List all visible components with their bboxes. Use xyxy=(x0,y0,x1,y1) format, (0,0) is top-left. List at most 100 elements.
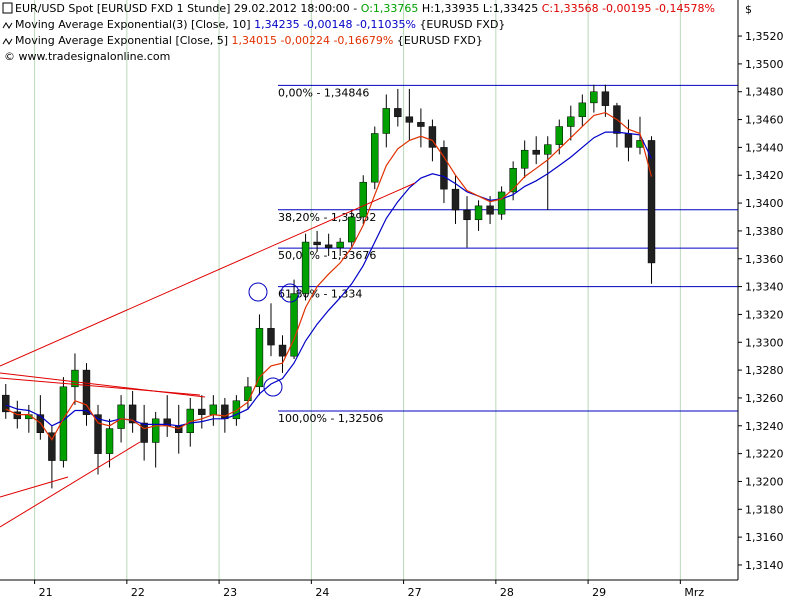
candle-body xyxy=(278,344,287,357)
y-tick-label: 1,3400 xyxy=(745,197,784,210)
y-tick-label: 1,3320 xyxy=(745,308,784,321)
circle-marker xyxy=(280,283,300,303)
candle-body xyxy=(394,108,402,118)
x-tick-label: 21 xyxy=(39,586,53,599)
candle-body xyxy=(371,133,379,183)
trend-line xyxy=(0,377,201,396)
y-tick-label: 1,3340 xyxy=(745,281,784,294)
candle-body xyxy=(82,369,91,415)
y-tick-label: 1,3480 xyxy=(745,86,784,99)
candle-body xyxy=(255,328,264,388)
legend-name: Moving Average Exponential [Close, 5] xyxy=(15,34,228,47)
candle-body xyxy=(221,404,229,420)
candle-body xyxy=(451,188,460,211)
y-tick-label: 1,3260 xyxy=(745,392,784,405)
x-tick-label: 24 xyxy=(315,586,329,599)
candle-body xyxy=(359,181,367,218)
legend-source: {EURUSD FXD} xyxy=(419,18,505,31)
ema-line xyxy=(5,111,653,441)
copyright: © www.tradesignalonline.com xyxy=(4,50,170,63)
fib-label: 0,00% - 1,34846 xyxy=(278,86,369,99)
candle-body xyxy=(624,133,633,148)
candle-body xyxy=(71,369,79,388)
y-tick-label: 1,3440 xyxy=(745,141,784,154)
candle-body xyxy=(198,408,206,415)
candle-body xyxy=(48,432,56,461)
candle-body xyxy=(347,216,356,243)
candle-body xyxy=(647,140,656,264)
currency: $ xyxy=(745,3,752,16)
candle-body xyxy=(417,122,425,127)
x-tick-label: Mrz xyxy=(684,586,704,599)
markers xyxy=(248,282,300,397)
y-tick-label: 1,3420 xyxy=(745,169,784,182)
candle-body xyxy=(636,140,644,148)
candle-body xyxy=(94,414,102,454)
candle-body xyxy=(140,422,148,443)
header-line: EUR/USD Spot [EURUSD FXD 1 Stunde] 29.02… xyxy=(15,2,715,15)
header-icon xyxy=(2,2,13,14)
y-tick-label: 1,3300 xyxy=(745,336,784,349)
legend-entry: Moving Average Exponential(3) [Close, 10… xyxy=(15,18,505,31)
legend-source: {EURUSD FXD} xyxy=(397,34,483,47)
series-icon xyxy=(2,38,13,45)
candle-body xyxy=(2,394,10,413)
candle-body xyxy=(59,386,68,461)
x-tick-label: 28 xyxy=(500,586,514,599)
fib-label: 50,00% - 1,33676 xyxy=(278,249,376,262)
candle-body xyxy=(463,209,471,221)
y-tick-label: 1,3160 xyxy=(745,531,784,544)
high-low-readout: H:1,33935 L:1,33425 xyxy=(422,2,538,15)
candle-body xyxy=(440,147,448,190)
candle-body xyxy=(301,241,310,294)
y-tick-label: 1,3500 xyxy=(745,58,784,71)
y-tick-label: 1,3180 xyxy=(745,503,784,516)
candle-body xyxy=(151,418,160,443)
candle-body xyxy=(601,91,610,106)
trend-line xyxy=(0,476,69,498)
candle-body xyxy=(509,168,517,193)
candle-body xyxy=(520,149,529,169)
x-tick-label: 27 xyxy=(408,586,422,599)
candle-body xyxy=(590,91,598,104)
candle-body xyxy=(532,149,540,155)
instrument: EUR/USD Spot [EURUSD FXD 1 Stunde] 29.02… xyxy=(15,2,357,15)
candle-body xyxy=(117,404,125,429)
candle-body xyxy=(474,205,483,221)
candle-body xyxy=(405,116,414,123)
candle-body xyxy=(13,411,22,420)
trend-line xyxy=(0,441,141,528)
x-tick-label: 29 xyxy=(592,586,606,599)
y-tick-label: 1,3380 xyxy=(745,225,784,238)
y-tick-label: 1,3240 xyxy=(745,420,784,433)
close-readout: C:1,33568 -0,00195 -0,14578% xyxy=(542,2,715,15)
candle-body xyxy=(105,428,114,454)
open-readout: O:1,33765 xyxy=(361,2,419,15)
candle-body xyxy=(382,108,391,134)
trend-lines xyxy=(0,182,416,528)
circle-marker xyxy=(248,282,268,302)
candle-body xyxy=(486,205,494,215)
candle-body xyxy=(128,404,137,424)
fib-label: 100,00% - 1,32506 xyxy=(278,412,383,425)
y-tick-label: 1,3460 xyxy=(745,114,784,127)
candle-body xyxy=(555,126,563,145)
candle-body xyxy=(544,144,552,155)
trend-line xyxy=(0,182,416,367)
legend-name: Moving Average Exponential(3) [Close, 10… xyxy=(15,18,251,31)
ema-line xyxy=(5,131,653,427)
legend-readout: 1,34015 -0,00224 -0,16679% xyxy=(232,34,394,47)
candle-body xyxy=(244,386,252,401)
candle-body xyxy=(290,293,298,357)
x-tick-label: 22 xyxy=(131,586,145,599)
candle-body xyxy=(313,241,321,246)
y-tick-label: 1,3140 xyxy=(745,559,784,572)
candle-body xyxy=(209,404,218,415)
candle-body xyxy=(567,116,575,127)
x-tick-label: 23 xyxy=(223,586,237,599)
y-tick-label: 1,3200 xyxy=(745,475,784,488)
candle-body xyxy=(336,241,344,248)
y-tick-label: 1,3360 xyxy=(745,253,784,266)
